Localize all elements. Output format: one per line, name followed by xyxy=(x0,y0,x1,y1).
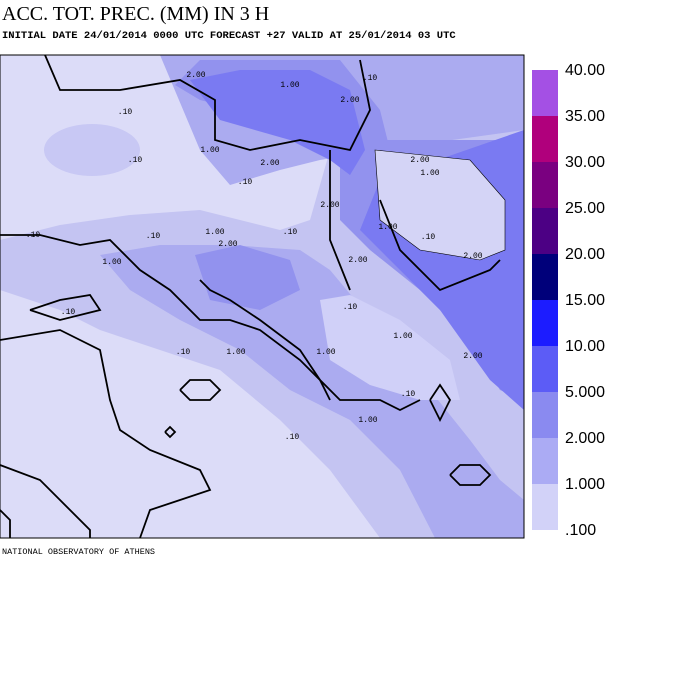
colorbar-label: 10.00 xyxy=(565,338,605,355)
contour-label: 2.00 xyxy=(463,252,482,261)
colorbar-swatch xyxy=(532,70,558,116)
footer: NATIONAL OBSERVATORY OF ATHENS xyxy=(2,547,155,557)
contour-label: 2.00 xyxy=(186,71,205,80)
colorbar-label: 5.000 xyxy=(565,384,605,401)
colorbar-label: 30.00 xyxy=(565,154,605,171)
colorbar-label: 35.00 xyxy=(565,108,605,125)
contour-label: .10 xyxy=(285,433,300,442)
contour-label: 2.00 xyxy=(340,96,359,105)
contour-label: .10 xyxy=(61,308,76,317)
contour-label: 2.00 xyxy=(260,159,279,168)
contour-label: 2.00 xyxy=(348,256,367,265)
coastline xyxy=(0,54,501,539)
contour-label: 1.00 xyxy=(200,146,219,155)
contour-label: .10 xyxy=(401,390,416,399)
contour-label: 2.00 xyxy=(410,156,429,165)
colorbar-label: 2.000 xyxy=(565,430,605,447)
contour-label: .10 xyxy=(128,156,143,165)
contour-label: 2.00 xyxy=(320,201,339,210)
colorbar-swatch xyxy=(532,116,558,162)
contour-label: .10 xyxy=(421,233,436,242)
shade xyxy=(374,149,506,261)
colorbar-label: .100 xyxy=(565,522,596,539)
colorbar: 40.00 35.00 30.00 25.00 20.00 15.00 10.00 5.000… xyxy=(532,62,605,539)
colorbar-label: 40.00 xyxy=(565,62,605,79)
contour-label: 1.00 xyxy=(102,258,121,267)
colorbar-swatch xyxy=(532,346,558,392)
map: 2.00 1.00 .10 2.00 .10 .10 1.00 2.00 .10 2.00 1.00… xyxy=(0,54,525,539)
contour-label: 2.00 xyxy=(218,240,237,249)
contour-label: .10 xyxy=(146,232,161,241)
shade xyxy=(195,245,300,310)
contour-label: .10 xyxy=(363,74,378,83)
shade xyxy=(190,70,365,175)
shade xyxy=(44,124,140,176)
shade xyxy=(320,295,460,400)
colorbar-label: 1.000 xyxy=(565,476,605,493)
title: ACC. TOT. PREC. (MM) IN 3 H xyxy=(2,3,269,25)
map-frame xyxy=(0,54,525,539)
contour-label: 1.00 xyxy=(378,223,397,232)
contour-label: 1.00 xyxy=(205,228,224,237)
contour-label: 1.00 xyxy=(420,169,439,178)
colorbar-swatch xyxy=(532,162,558,208)
colorbar-swatch xyxy=(532,300,558,346)
colorbar-swatch xyxy=(532,392,558,438)
contour-label: 1.00 xyxy=(316,348,335,357)
subtitle: INITIAL DATE 24/01/2014 0000 UTC FORECAS… xyxy=(2,30,456,42)
contour-label: 1.00 xyxy=(358,416,377,425)
colorbar-label: 15.00 xyxy=(565,292,605,309)
contour-label: 1.00 xyxy=(226,348,245,357)
contour-label: .10 xyxy=(118,108,133,117)
contour-label: .10 xyxy=(176,348,191,357)
contour-label: 2.00 xyxy=(463,352,482,361)
contour-label: .10 xyxy=(26,231,41,240)
colorbar-label: 20.00 xyxy=(565,246,605,263)
contour-label: .10 xyxy=(283,228,298,237)
colorbar-swatch xyxy=(532,438,558,484)
colorbar-swatch xyxy=(532,208,558,254)
colorbar-swatch xyxy=(532,254,558,300)
colorbar-label: 25.00 xyxy=(565,200,605,217)
contour-label: 1.00 xyxy=(393,332,412,341)
contour-label: .10 xyxy=(238,178,253,187)
shade xyxy=(100,245,524,538)
contour-label: 1.00 xyxy=(280,81,299,90)
colorbar-swatch xyxy=(532,484,558,530)
contour-label: .10 xyxy=(343,303,358,312)
